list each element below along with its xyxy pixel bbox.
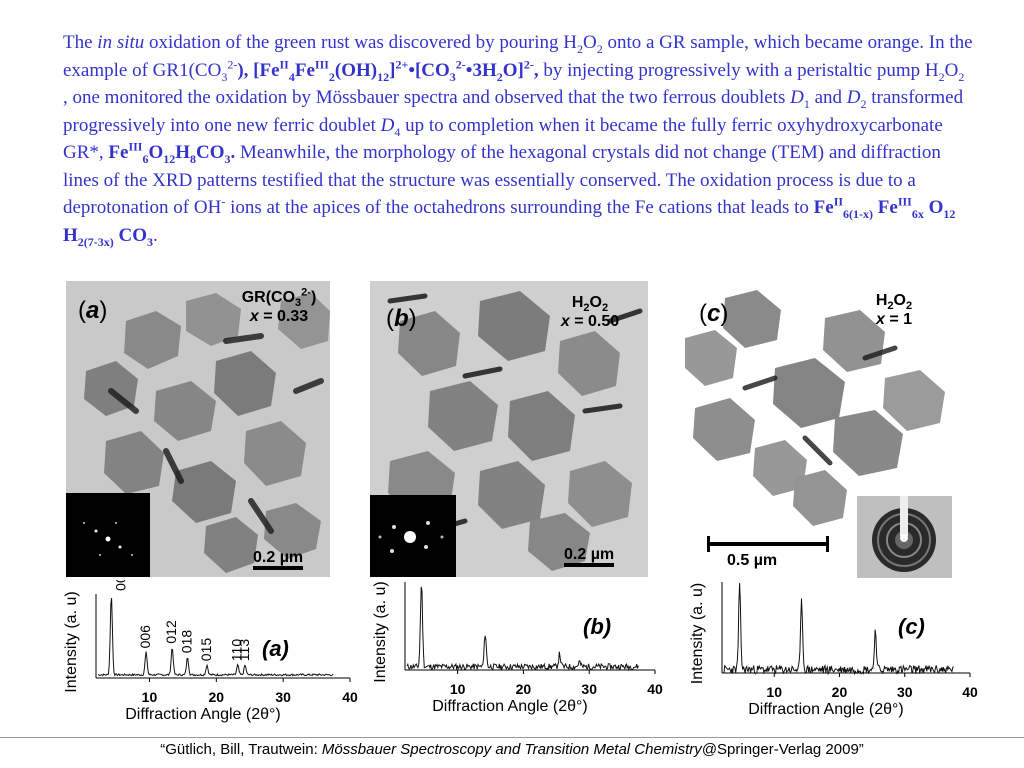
- x-tick-label: 40: [647, 681, 663, 697]
- panel-label-c: (c): [699, 300, 729, 327]
- xrd-trace: [723, 582, 954, 676]
- footer-divider: [0, 737, 1024, 738]
- peak-label: 015: [198, 638, 214, 662]
- y-axis-label: Intensity (a. u): [689, 583, 706, 684]
- diffraction-inset-b: [370, 495, 456, 577]
- condition-label-b: H2O2 x = 0.50: [560, 294, 620, 330]
- x-tick-label: 10: [142, 689, 158, 705]
- scale-bar-a: [253, 566, 303, 570]
- chart-panel-label: (b): [583, 614, 611, 639]
- condition-label-a: GR(CO32-) x = 0.33: [241, 286, 317, 325]
- x-tick-label: 30: [897, 684, 913, 700]
- x-tick-label: 30: [275, 689, 291, 705]
- xrd-trace: [97, 598, 334, 677]
- scale-bar-label-c: 0.5 µm: [727, 552, 778, 569]
- tem-image-b: (b) H2O2 x = 0.50 0.2 µm: [370, 281, 648, 577]
- x-tick-label: 10: [450, 681, 466, 697]
- xrd-trace: [406, 586, 639, 672]
- tem-micrograph-a: [66, 281, 330, 577]
- xrd-chart-c: 10 20 30 40 Diffraction Angle (2θ°) Intensity…: [689, 582, 978, 718]
- panel-label-a: (a): [78, 297, 108, 324]
- peak-label: 113: [236, 639, 252, 662]
- diffraction-inset-c: [857, 496, 952, 578]
- peak-label: 110: [229, 639, 245, 662]
- scale-bar-b: [564, 563, 614, 567]
- hexagonal-crystals: [84, 293, 330, 573]
- x-axis-label: Diffraction Angle (2θ°): [125, 706, 281, 723]
- x-tick-label: 40: [342, 689, 358, 705]
- y-axis-label: Intensity (a. u): [63, 591, 80, 692]
- scale-bar-c: [707, 536, 829, 552]
- x-axis-label: Diffraction Angle (2θ°): [748, 701, 904, 718]
- x-tick-label: 30: [581, 681, 597, 697]
- tem-image-c: (c) H2O2 x = 1 0.5 µm: [685, 278, 952, 578]
- peak-label: 006: [137, 625, 153, 649]
- y-axis-label: Intensity (a. u): [372, 581, 389, 682]
- peak-label: 003: [112, 580, 128, 591]
- x-tick-label: 10: [766, 684, 782, 700]
- chart-panel-label: (c): [898, 614, 925, 639]
- tem-micrograph-c: [685, 278, 952, 578]
- peak-label: 012: [163, 620, 179, 644]
- x-axis-label: Diffraction Angle (2θ°): [432, 698, 588, 715]
- citation-footer: “Gütlich, Bill, Trautwein: Mössbauer Spe…: [160, 741, 864, 758]
- chart-panel-label: (a): [262, 636, 289, 661]
- diffraction-pattern-c: [857, 496, 952, 578]
- x-tick-label: 40: [962, 684, 978, 700]
- x-tick-label: 20: [516, 681, 532, 697]
- panel-label-b: (b): [386, 305, 417, 332]
- diffraction-inset-a: [66, 493, 150, 577]
- xrd-chart-b: 10 20 30 40 Diffraction Angle (2θ°) Intensity…: [372, 581, 663, 715]
- diffraction-pattern-b: [370, 495, 456, 577]
- scale-bar-label-b: 0.2 µm: [564, 546, 615, 563]
- diffraction-pattern-a: [66, 493, 150, 577]
- scale-bar-label-a: 0.2 µm: [253, 549, 304, 566]
- peak-label: 018: [179, 630, 195, 654]
- x-tick-label: 20: [209, 689, 225, 705]
- x-tick-label: 20: [832, 684, 848, 700]
- condition-label-c: H2O2 x = 1: [875, 292, 913, 328]
- tem-image-a: (a) GR(CO32-) x = 0.33 0.2 µm: [66, 281, 330, 577]
- description-paragraph: The in situ oxidation of the green rust …: [63, 32, 973, 249]
